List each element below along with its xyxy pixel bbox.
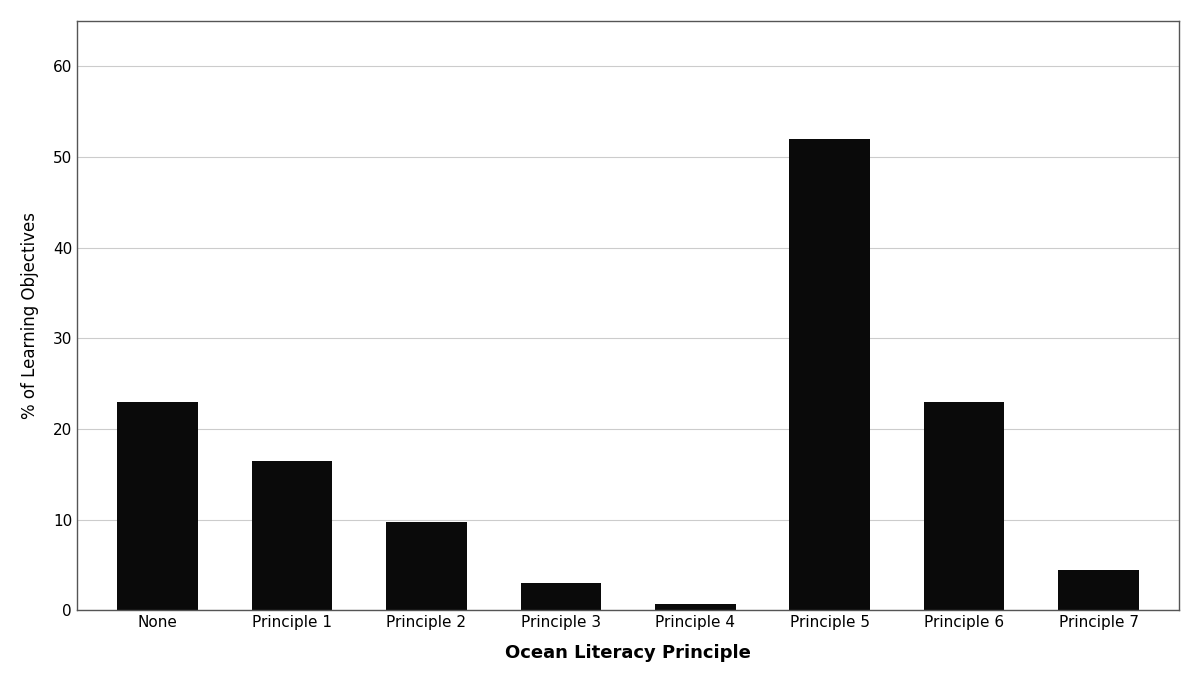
Bar	[655, 604, 736, 611]
X-axis label: Ocean Literacy Principle: Ocean Literacy Principle	[505, 644, 751, 662]
Bar	[790, 139, 870, 611]
Bar	[252, 461, 332, 611]
Bar	[118, 402, 198, 611]
Bar	[521, 583, 601, 611]
Bar	[924, 402, 1004, 611]
Y-axis label: % of Learning Objectives: % of Learning Objectives	[20, 212, 38, 419]
Bar	[386, 522, 467, 611]
Bar	[1058, 570, 1139, 611]
